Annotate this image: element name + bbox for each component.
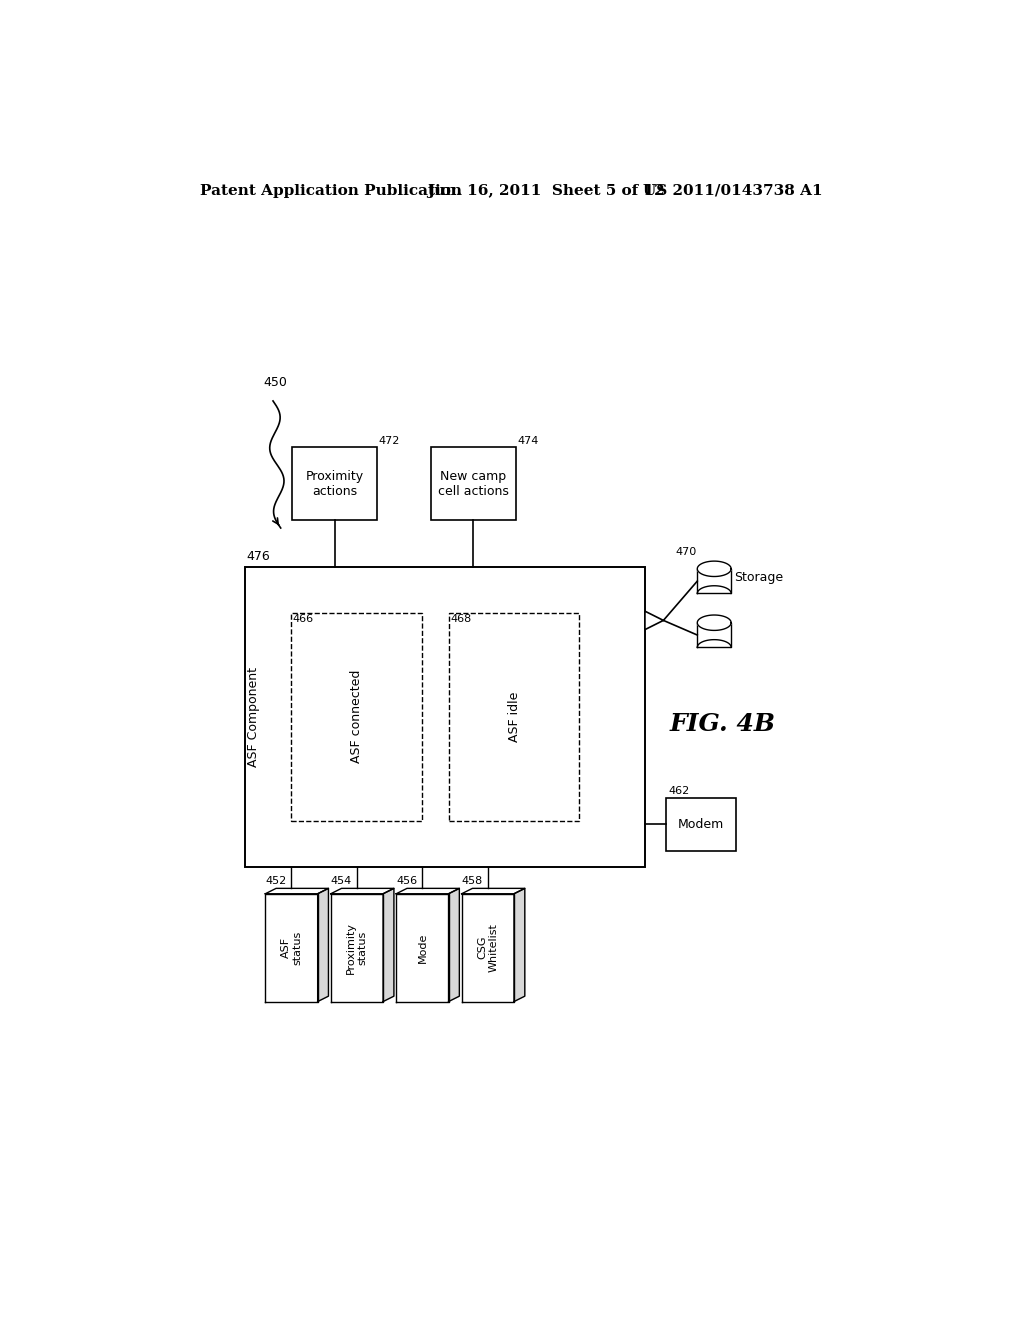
Text: ASF connected: ASF connected bbox=[349, 671, 362, 763]
Polygon shape bbox=[331, 894, 383, 1002]
Text: ASF
status: ASF status bbox=[281, 931, 302, 965]
Text: Jun. 16, 2011  Sheet 5 of 12: Jun. 16, 2011 Sheet 5 of 12 bbox=[427, 183, 665, 198]
Polygon shape bbox=[449, 888, 460, 1002]
Polygon shape bbox=[514, 888, 524, 1002]
Polygon shape bbox=[396, 888, 460, 894]
Text: Mode: Mode bbox=[418, 932, 427, 962]
Polygon shape bbox=[396, 894, 449, 1002]
Polygon shape bbox=[462, 888, 524, 894]
Text: 470: 470 bbox=[676, 548, 697, 557]
Text: Storage: Storage bbox=[734, 570, 783, 583]
Text: Proximity
status: Proximity status bbox=[346, 921, 368, 974]
Polygon shape bbox=[697, 561, 731, 577]
Polygon shape bbox=[265, 894, 317, 1002]
FancyBboxPatch shape bbox=[245, 566, 645, 867]
Polygon shape bbox=[265, 888, 329, 894]
Text: CSG
Whitelist: CSG Whitelist bbox=[477, 923, 499, 972]
FancyBboxPatch shape bbox=[449, 612, 580, 821]
Polygon shape bbox=[383, 888, 394, 1002]
Text: US 2011/0143738 A1: US 2011/0143738 A1 bbox=[643, 183, 822, 198]
Text: 454: 454 bbox=[331, 876, 352, 886]
Polygon shape bbox=[317, 888, 329, 1002]
Text: 474: 474 bbox=[517, 436, 539, 446]
Text: 476: 476 bbox=[246, 550, 269, 564]
Polygon shape bbox=[462, 894, 514, 1002]
Text: 458: 458 bbox=[462, 876, 483, 886]
Text: Proximity
actions: Proximity actions bbox=[305, 470, 364, 498]
Text: 472: 472 bbox=[379, 436, 400, 446]
Polygon shape bbox=[697, 623, 731, 647]
FancyBboxPatch shape bbox=[291, 612, 422, 821]
Text: 450: 450 bbox=[263, 376, 287, 389]
FancyBboxPatch shape bbox=[667, 797, 736, 851]
Text: New camp
cell actions: New camp cell actions bbox=[438, 470, 509, 498]
Text: 456: 456 bbox=[396, 876, 418, 886]
Text: 468: 468 bbox=[451, 614, 471, 624]
Text: 466: 466 bbox=[292, 614, 313, 624]
FancyBboxPatch shape bbox=[292, 447, 377, 520]
Text: ASF Component: ASF Component bbox=[247, 667, 260, 767]
FancyBboxPatch shape bbox=[431, 447, 515, 520]
Text: 452: 452 bbox=[265, 876, 287, 886]
Text: Modem: Modem bbox=[678, 818, 724, 832]
Text: ASF idle: ASF idle bbox=[508, 692, 520, 742]
Polygon shape bbox=[645, 611, 664, 630]
Polygon shape bbox=[697, 615, 731, 631]
Polygon shape bbox=[697, 569, 731, 594]
Text: FIG. 4B: FIG. 4B bbox=[670, 713, 775, 737]
Text: 462: 462 bbox=[668, 785, 689, 796]
Polygon shape bbox=[331, 888, 394, 894]
Text: Patent Application Publication: Patent Application Publication bbox=[200, 183, 462, 198]
